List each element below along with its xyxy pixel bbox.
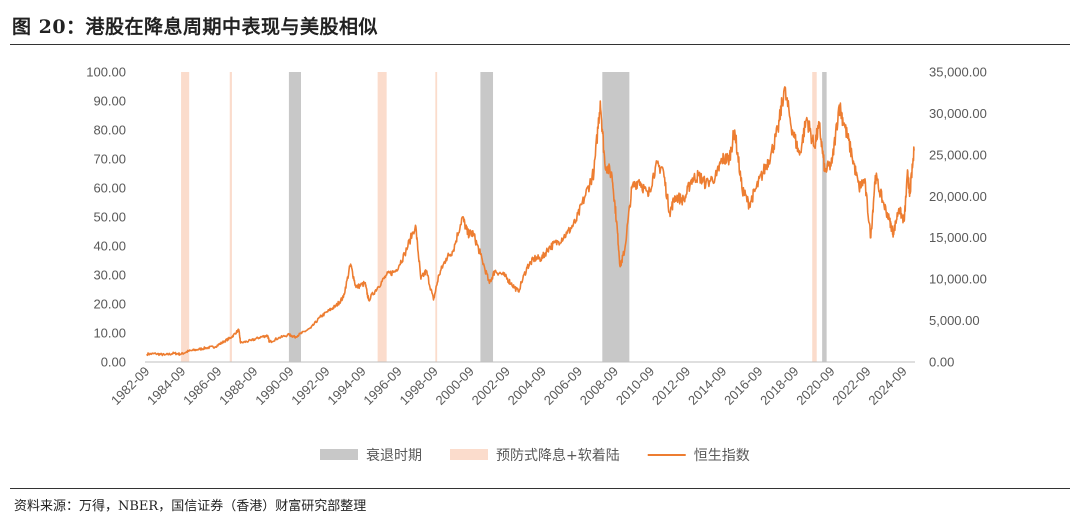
recession-band bbox=[480, 72, 494, 362]
left-tick-label: 10.00 bbox=[93, 326, 126, 341]
right-tick-label: 20,000.00 bbox=[929, 189, 987, 204]
left-tick-label: 60.00 bbox=[93, 181, 126, 196]
recession-band bbox=[288, 72, 301, 362]
legend-label: 预防式降息+软着陆 bbox=[496, 447, 620, 464]
right-tick-label: 0.00 bbox=[929, 355, 954, 370]
soft-landing-band bbox=[229, 72, 232, 362]
x-tick-label: 2016-09 bbox=[721, 364, 765, 408]
left-tick-label: 90.00 bbox=[93, 94, 126, 109]
left-tick-label: 20.00 bbox=[93, 297, 126, 312]
right-axis-ticks: 0.00 5,000.00 10,000.00 15,000.00 20,000.00 2… bbox=[929, 65, 987, 370]
x-tick-label: 1992-09 bbox=[288, 364, 332, 408]
x-tick-label: 1990-09 bbox=[252, 364, 296, 408]
left-tick-label: 0.00 bbox=[101, 355, 126, 370]
left-tick-label: 100.00 bbox=[86, 65, 126, 80]
x-tick-label: 2008-09 bbox=[577, 364, 621, 408]
legend-swatch bbox=[320, 449, 358, 460]
x-tick-label: 2002-09 bbox=[469, 364, 513, 408]
x-tick-label: 1998-09 bbox=[396, 364, 440, 408]
source-rule bbox=[10, 488, 1070, 489]
period-bands bbox=[181, 72, 827, 362]
x-tick-label: 2022-09 bbox=[829, 364, 873, 408]
left-tick-label: 80.00 bbox=[93, 123, 126, 138]
x-tick-label: 1994-09 bbox=[324, 364, 368, 408]
left-tick-label: 30.00 bbox=[93, 268, 126, 283]
soft-landing-band bbox=[435, 72, 438, 362]
right-tick-label: 10,000.00 bbox=[929, 272, 987, 287]
x-tick-label: 2004-09 bbox=[505, 364, 549, 408]
right-tick-label: 5,000.00 bbox=[929, 313, 980, 328]
left-tick-label: 70.00 bbox=[93, 152, 126, 167]
soft-landing-band bbox=[812, 72, 817, 362]
chart: 0.00 10.00 20.00 30.00 40.00 50.00 60.00 70.00 8… bbox=[86, 65, 987, 465]
x-tick-label: 2024-09 bbox=[865, 364, 909, 408]
x-tick-label: 1982-09 bbox=[108, 364, 152, 408]
left-tick-label: 40.00 bbox=[93, 239, 126, 254]
title-rule bbox=[10, 44, 1070, 45]
legend: 衰退时期 预防式降息+软着陆 恒生指数 bbox=[320, 447, 750, 464]
right-tick-label: 15,000.00 bbox=[929, 230, 987, 245]
x-tick-label: 2010-09 bbox=[613, 364, 657, 408]
right-tick-label: 30,000.00 bbox=[929, 106, 987, 121]
x-axis-ticks: 1982-091984-091986-091988-091990-091992-… bbox=[108, 364, 910, 408]
figure-title: 图 20：港股在降息周期中表现与美股相似 bbox=[12, 16, 379, 38]
x-tick-label: 1996-09 bbox=[360, 364, 404, 408]
legend-swatch bbox=[450, 449, 488, 460]
legend-label: 恒生指数 bbox=[694, 448, 750, 464]
x-tick-label: 1988-09 bbox=[216, 364, 260, 408]
x-tick-label: 1986-09 bbox=[180, 364, 224, 408]
left-tick-label: 50.00 bbox=[93, 210, 126, 225]
x-tick-label: 2012-09 bbox=[649, 364, 693, 408]
right-tick-label: 25,000.00 bbox=[929, 147, 987, 162]
soft-landing-band bbox=[181, 72, 190, 362]
series-line-hsi bbox=[146, 86, 915, 357]
recession-band bbox=[822, 72, 827, 362]
source-note: 资料来源：万得，NBER，国信证券（香港）财富研究部整理 bbox=[14, 499, 367, 514]
x-tick-label: 2018-09 bbox=[757, 364, 801, 408]
left-axis-ticks: 0.00 10.00 20.00 30.00 40.00 50.00 60.00 70.00 8… bbox=[86, 65, 126, 370]
x-tick-label: 2000-09 bbox=[433, 364, 477, 408]
x-tick-label: 1984-09 bbox=[144, 364, 188, 408]
soft-landing-band bbox=[377, 72, 387, 362]
x-tick-label: 2014-09 bbox=[685, 364, 729, 408]
x-tick-label: 2020-09 bbox=[793, 364, 837, 408]
x-tick-label: 2006-09 bbox=[541, 364, 585, 408]
right-tick-label: 35,000.00 bbox=[929, 65, 987, 80]
legend-label: 衰退时期 bbox=[366, 447, 422, 464]
